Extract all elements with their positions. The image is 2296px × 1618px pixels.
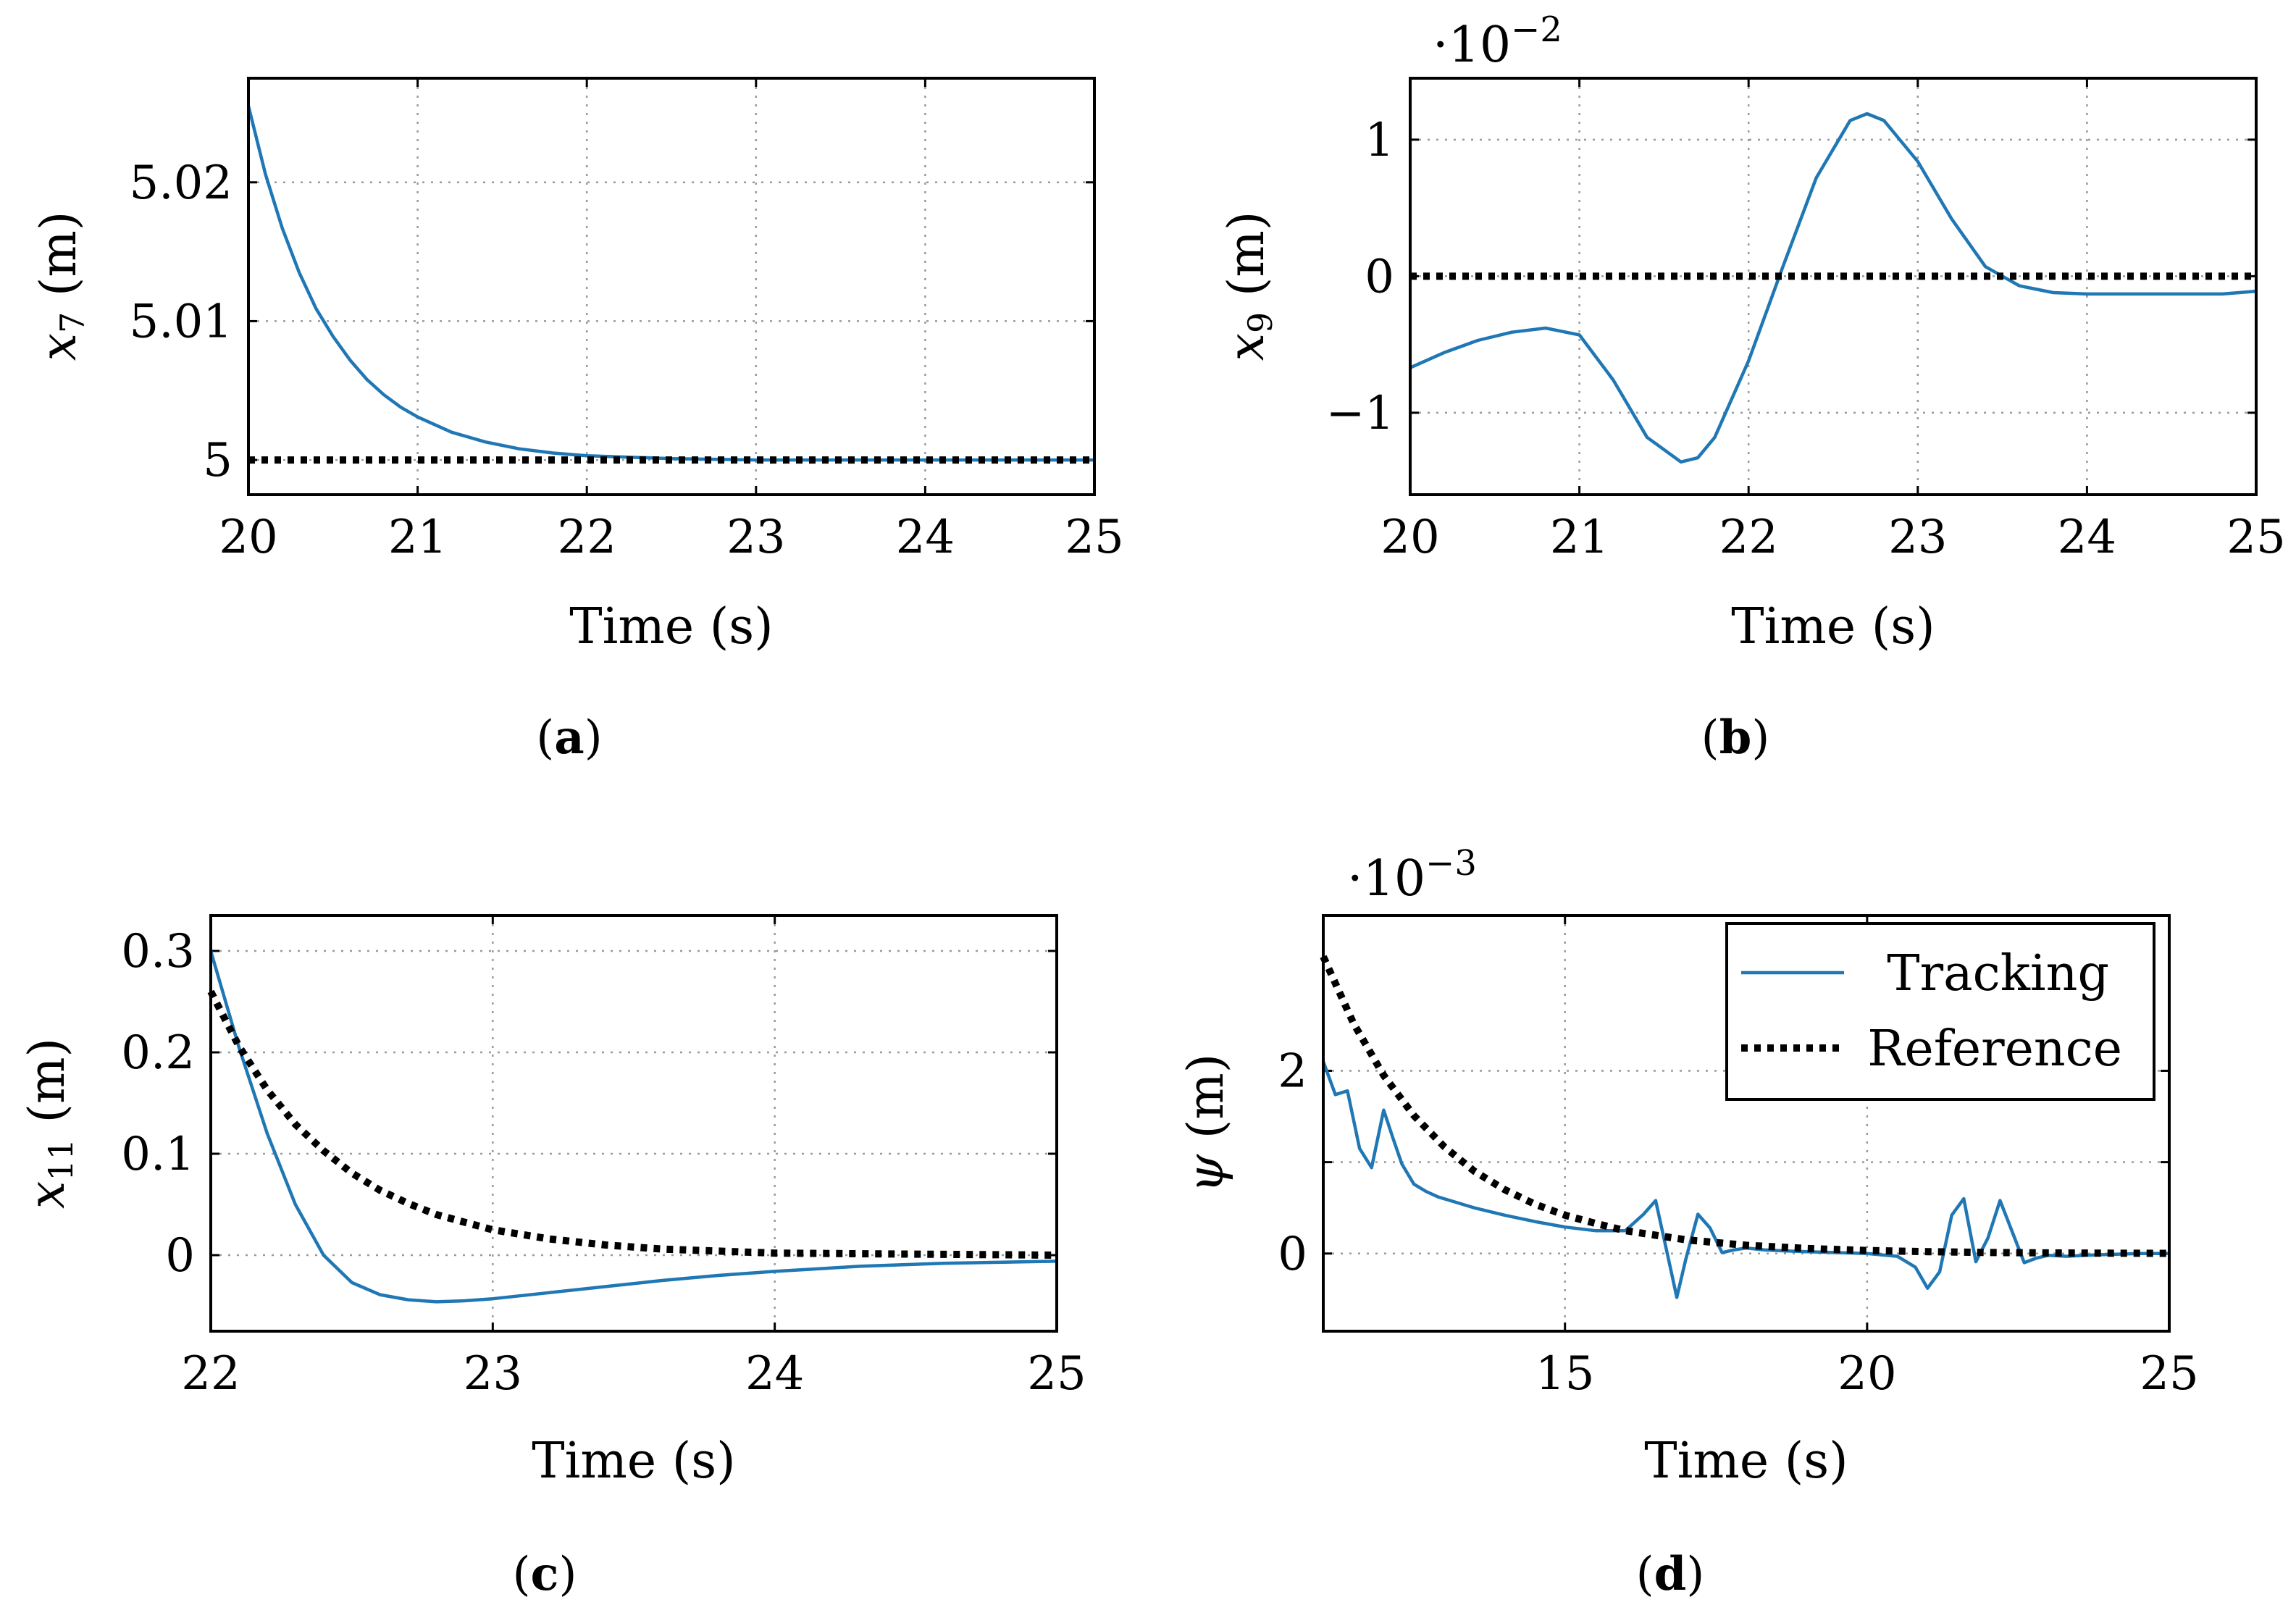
panel-c-caption-letter: c xyxy=(531,1547,559,1601)
panel-d-exponent-base: ·10 xyxy=(1347,850,1425,907)
panel-b-ylabel-subscript: 9 xyxy=(1241,312,1280,333)
panel-b-exponent-base: ·10 xyxy=(1433,17,1511,74)
panel-b-tracking-line xyxy=(1409,112,2257,464)
panel-a: 20 21 22 23 24 25 5 5.01 5.02 Time (s) x7 (m) (… xyxy=(30,77,1124,765)
panel-d-reference-line xyxy=(1320,955,2170,1257)
panel-b: 20 21 22 23 24 25 −101 ·10−2 Time (s) x9 (m) … xyxy=(1218,9,2286,765)
panel-d-tracking-line xyxy=(1321,1061,2169,1299)
panel-b-xtick-label: 25 xyxy=(2226,511,2285,564)
panel-c-xtick-label: 23 xyxy=(464,1347,522,1401)
panel-a-yticks: 5 5.01 5.02 xyxy=(130,156,1094,487)
panel-b-series xyxy=(1409,112,2257,464)
panel-a-ylabel-subscript: 7 xyxy=(53,312,92,333)
panel-c: 22 23 24 25 0 0.1 0.2 0.3 Time (s) x11 (m) (c) xyxy=(19,914,1086,1601)
panel-d-ylabel: ψ (m) xyxy=(1178,1054,1235,1194)
panel-a-xticks: 20 21 22 23 24 25 xyxy=(219,78,1124,564)
panel-b-xticks: 20 21 22 23 24 25 xyxy=(1380,78,2286,564)
panel-d: 15 20 25 0 2 ·10−3 Time (s) ψ (m) (d) Track… xyxy=(1178,843,2199,1601)
panel-d-series xyxy=(1320,955,2170,1299)
panel-d-caption-letter: d xyxy=(1654,1547,1687,1601)
panel-d-ylabel-symbol: ψ xyxy=(1178,1154,1235,1193)
panel-d-xlabel: Time (s) xyxy=(1644,1433,1848,1490)
panel-a-ylabel-unit: (m) xyxy=(30,211,88,297)
panel-b-ylabel: x9 (m) xyxy=(1218,211,1280,361)
legend-box xyxy=(1725,922,2155,1101)
panel-c-xlabel: Time (s) xyxy=(532,1433,735,1490)
panel-a-series xyxy=(246,105,1094,464)
panel-d-exponent: ·10−3 xyxy=(1347,843,1477,907)
panel-d-caption: (d) xyxy=(1636,1547,1705,1601)
panel-c-yticks: 0 0.1 0.2 0.3 xyxy=(121,925,1057,1283)
legend-reference-label: Reference xyxy=(1867,1020,2122,1078)
panel-d-ytick-label: 2 xyxy=(1278,1044,1307,1098)
panel-a-xtick-label: 24 xyxy=(896,511,955,564)
panel-b-exponent: ·10−2 xyxy=(1433,9,1562,74)
panel-c-ylabel-unit: (m) xyxy=(19,1038,76,1123)
panel-c-ytick-label: 0.2 xyxy=(121,1026,195,1080)
panel-d-xtick-label: 25 xyxy=(2140,1347,2198,1401)
panel-b-ylabel-unit: (m) xyxy=(1218,211,1275,297)
panel-b-ytick-label: −1 xyxy=(1326,387,1394,440)
panel-b-xtick-label: 23 xyxy=(1888,511,1947,564)
panel-a-ylabel-pad xyxy=(30,296,88,312)
panel-a-xtick-label: 25 xyxy=(1065,511,1123,564)
panel-d-ytick-label: 0 xyxy=(1278,1228,1307,1281)
panel-c-ytick-label: 0.1 xyxy=(121,1128,195,1181)
panel-a-xtick-label: 20 xyxy=(219,511,277,564)
panel-a-ytick-label: 5.02 xyxy=(130,156,233,210)
panel-b-xtick-label: 22 xyxy=(1719,511,1777,564)
panel-d-plot-frame xyxy=(1322,914,2171,1333)
panel-d-exponent-power: −3 xyxy=(1425,843,1477,884)
panel-b-plot-frame xyxy=(1409,77,2258,496)
panel-b-xtick-label: 20 xyxy=(1380,511,1439,564)
panel-a-grid xyxy=(247,78,1096,495)
panel-a-ytick-label: 5 xyxy=(203,434,232,487)
panel-b-caption-letter: b xyxy=(1719,711,1752,765)
panel-c-ylabel-pad xyxy=(19,1123,76,1139)
panel-d-ylabel-unit: (m) xyxy=(1178,1054,1235,1139)
panel-b-xlabel: Time (s) xyxy=(1731,598,1935,655)
panel-c-plot-frame xyxy=(209,914,1058,1333)
panel-c-caption: (c) xyxy=(513,1547,577,1601)
panel-c-ylabel-symbol: x xyxy=(19,1181,76,1209)
panel-c-ylabel: x11 (m) xyxy=(19,1038,80,1209)
panel-c-ytick-label: 0.3 xyxy=(121,925,195,978)
legend: Tracking Reference xyxy=(1725,922,2155,1101)
panel-a-xtick-label: 22 xyxy=(557,511,616,564)
panel-a-ylabel: x7 (m) xyxy=(30,211,92,361)
legend-tracking-label: Tracking xyxy=(1887,945,2109,1002)
panel-c-xticks: 22 23 24 25 xyxy=(181,915,1086,1401)
panel-c-tracking-line xyxy=(209,950,1057,1304)
panel-c-ylabel-subscript: 11 xyxy=(41,1139,80,1181)
panel-a-caption-letter: a xyxy=(554,711,584,765)
panel-b-ylabel-symbol: x xyxy=(1218,333,1275,361)
panel-b-grid xyxy=(1409,78,2258,495)
panel-c-xtick-label: 22 xyxy=(181,1347,240,1401)
panel-c-series xyxy=(207,950,1057,1304)
panel-a-plot-frame xyxy=(247,77,1096,496)
panel-c-xtick-label: 24 xyxy=(745,1347,804,1401)
panel-b-yticks: −1 0 1 xyxy=(1326,114,2256,440)
panel-d-ylabel-pad xyxy=(1178,1139,1235,1154)
panel-b-ylabel-pad xyxy=(1218,296,1275,312)
panel-b-caption: (b) xyxy=(1701,711,1770,765)
panel-a-caption: (a) xyxy=(536,711,602,765)
panel-b-xtick-label: 21 xyxy=(1550,511,1609,564)
panel-a-xtick-label: 23 xyxy=(726,511,785,564)
panel-c-xtick-label: 25 xyxy=(1027,1347,1086,1401)
panel-b-exponent-power: −2 xyxy=(1511,9,1562,50)
panel-a-tracking-line xyxy=(246,105,1094,462)
panel-b-ytick-label: 0 xyxy=(1365,250,1394,303)
panel-d-xtick-label: 20 xyxy=(1838,1347,1896,1401)
panel-a-ylabel-symbol: x xyxy=(30,333,88,361)
panel-c-reference-line xyxy=(207,989,1057,1259)
panel-b-xtick-label: 24 xyxy=(2058,511,2116,564)
panel-a-ytick-label: 5.01 xyxy=(130,295,233,348)
panel-a-xtick-label: 21 xyxy=(388,511,447,564)
panel-b-ytick-label: 1 xyxy=(1365,114,1394,167)
panel-c-ytick-label: 0 xyxy=(165,1229,195,1283)
panel-a-xlabel: Time (s) xyxy=(569,598,773,655)
panel-d-xtick-label: 15 xyxy=(1535,1347,1594,1401)
